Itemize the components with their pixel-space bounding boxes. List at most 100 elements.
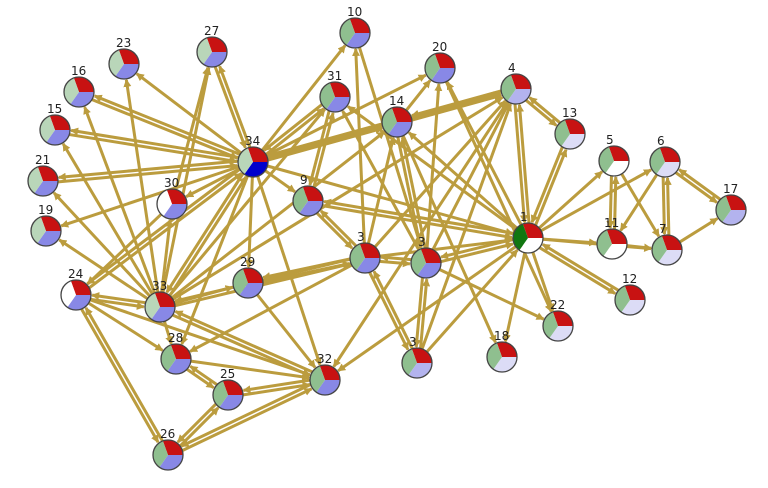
node-label: 4 [508,61,516,75]
node-outline [309,364,341,396]
edge-3c-3a [372,270,414,350]
pie-slice [716,195,731,223]
pie-slice [659,147,680,162]
node-25[interactable]: 25 [212,367,244,411]
node-14[interactable]: 14 [381,94,413,138]
pie-slice [170,344,191,359]
edge-7-6 [663,176,672,235]
edge-3c-4 [420,103,512,350]
node-outline [349,242,381,274]
node-3b[interactable]: 3 [410,235,442,279]
edge-33-34 [168,175,248,297]
edge-16-34 [91,98,239,160]
pie-slice [597,229,612,257]
node-label: 10 [347,5,362,19]
node-34[interactable]: 34 [237,134,269,178]
node-label: 24 [68,267,83,281]
node-26[interactable]: 26 [152,427,184,471]
pie-slice [40,216,61,231]
edge-32-25 [242,378,311,394]
node-outline [152,439,184,471]
edge-3a-3b [379,259,411,268]
edge-30-24 [86,213,163,286]
node-21[interactable]: 21 [27,153,59,197]
pie-slice [293,186,308,214]
node-label: 33 [152,279,167,293]
node-9[interactable]: 9 [292,173,324,217]
edge-24-34 [88,172,243,289]
node-29[interactable]: 29 [232,255,264,299]
node-15[interactable]: 15 [39,102,71,146]
pie-slice [206,37,227,52]
node-3a[interactable]: 3 [349,230,381,274]
pie-slice [543,311,558,339]
pie-slice [109,49,124,77]
edge-1-32 [337,245,517,373]
pie-slice [320,82,335,110]
pie-slice [247,147,268,162]
edge-31-34 [263,103,323,152]
edge-17-6 [678,168,722,201]
node-outline [212,379,244,411]
node-label: 3 [409,335,417,349]
node-31[interactable]: 31 [319,69,351,113]
edge-34-28 [180,175,249,346]
edge-9-3a [315,212,354,250]
node-19[interactable]: 19 [30,203,62,247]
node-10[interactable]: 10 [339,5,371,49]
edge-7-17 [678,217,719,244]
pie-slice [37,166,58,181]
node-label: 5 [606,133,614,147]
pie-slice [70,280,91,295]
node-28[interactable]: 28 [160,331,192,375]
node-label: 13 [562,106,577,120]
node-22[interactable]: 22 [542,298,574,342]
node-16[interactable]: 16 [63,64,95,108]
node-6[interactable]: 6 [649,134,681,178]
node-11[interactable]: 11 [596,216,628,260]
node-3c[interactable]: 3 [401,335,433,379]
node-outline [542,310,574,342]
node-23[interactable]: 23 [108,36,140,80]
node-1[interactable]: 1 [512,210,544,254]
edge-9-31 [312,112,336,188]
node-label: 29 [240,255,255,269]
edge-1-31 [347,105,517,231]
pie-slice [340,18,355,46]
node-5[interactable]: 5 [598,133,630,177]
node-18[interactable]: 18 [486,329,518,373]
node-27[interactable]: 27 [196,24,228,68]
edge-26-25 [179,406,220,448]
edge-3a-29 [262,257,351,280]
pie-slice [31,216,46,244]
node-33[interactable]: 33 [144,279,176,323]
node-label: 7 [659,222,667,236]
edge-14-20 [405,79,432,112]
node-24[interactable]: 24 [60,267,92,311]
node-outline [292,185,324,217]
pie-slice [649,147,665,175]
node-30[interactable]: 30 [156,176,188,220]
node-4[interactable]: 4 [500,61,532,105]
node-12[interactable]: 12 [614,272,646,316]
node-13[interactable]: 13 [554,106,586,150]
pie-slice [606,229,627,244]
edge-33-29 [174,285,234,305]
edge-20-22 [444,81,553,313]
node-label: 11 [604,216,619,230]
node-20[interactable]: 20 [424,40,456,84]
node-outline [649,146,681,178]
node-outline [598,145,630,177]
pie-slice [40,115,55,143]
edge-34-16 [93,94,241,156]
node-7[interactable]: 7 [651,222,683,266]
pie-slice [410,248,426,276]
node-label: 17 [723,182,738,196]
node-outline [39,114,71,146]
edge-24-33 [90,297,145,310]
node-17[interactable]: 17 [715,182,747,226]
edge-33-15 [61,142,154,295]
edge-1-12 [538,246,617,295]
pie-slice [510,73,531,89]
node-32[interactable]: 32 [309,352,341,396]
